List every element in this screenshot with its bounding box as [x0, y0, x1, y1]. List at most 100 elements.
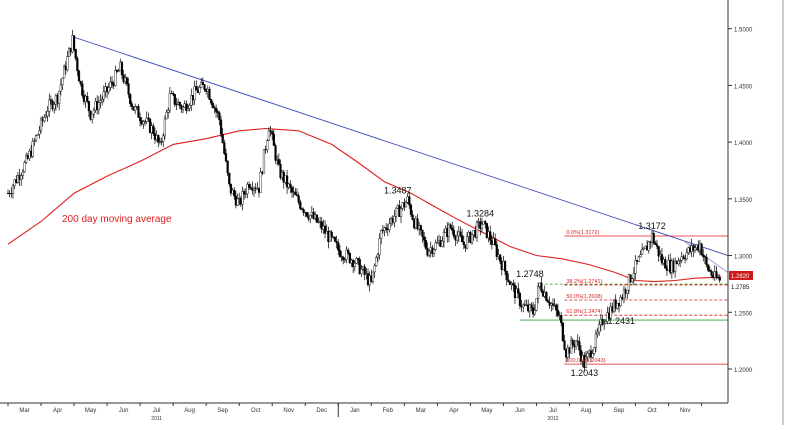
- y-tick-label: 1.4000: [734, 141, 753, 147]
- price-tag-label: 1.2820: [731, 274, 750, 280]
- x-tick-label: Aug: [184, 408, 195, 414]
- candle-body: [188, 104, 191, 109]
- candle-body: [208, 89, 211, 100]
- candle-body: [143, 121, 147, 123]
- candle-body: [700, 243, 703, 255]
- candle-body: [77, 70, 81, 82]
- candle-body: [533, 310, 536, 315]
- candle-body: [677, 260, 680, 265]
- candle-body: [664, 259, 667, 269]
- candle-body: [680, 256, 683, 261]
- labels-layer: 0.0%(1.3172) 38.2%(1.2741) 50.0%(1.2608) 61…: [62, 185, 753, 378]
- candle-body: [380, 230, 383, 239]
- x-tick-label: May: [85, 408, 96, 414]
- candle-body: [642, 247, 645, 250]
- candle-body: [604, 321, 607, 324]
- candle-body: [110, 81, 114, 84]
- candle-body: [622, 289, 626, 299]
- candle-body: [432, 249, 436, 254]
- candle-body: [76, 58, 79, 72]
- candle-body: [556, 310, 560, 316]
- x-tick-label: Sep: [217, 408, 228, 414]
- candle-body: [241, 191, 244, 205]
- candle-body: [46, 111, 49, 117]
- price-tag-label: 1.2785: [731, 285, 750, 291]
- candle-body: [393, 216, 396, 223]
- candle-body: [97, 102, 100, 111]
- candle-body: [489, 231, 492, 241]
- candle-body: [609, 306, 612, 319]
- candle-body: [345, 249, 348, 260]
- candle-body: [462, 241, 465, 245]
- candle-body: [168, 93, 171, 111]
- candle-body: [652, 233, 655, 244]
- candle-body: [277, 159, 280, 165]
- candle-body: [409, 204, 413, 215]
- candle-body: [201, 81, 204, 86]
- candle-body: [710, 270, 713, 276]
- candle-body: [233, 189, 236, 197]
- candle-body: [335, 241, 338, 244]
- candle-body: [23, 162, 26, 173]
- candle-body: [36, 134, 39, 136]
- candle-body: [654, 242, 657, 245]
- candle-body: [127, 83, 130, 95]
- candle-body: [109, 81, 112, 88]
- candle-body: [703, 256, 706, 258]
- x-tick-label: Jul: [153, 408, 161, 414]
- candle-body: [385, 227, 388, 230]
- candle-body: [262, 149, 266, 174]
- candle-body: [21, 171, 24, 176]
- candle-body: [561, 322, 564, 341]
- x-tick-label: Jun: [119, 408, 129, 414]
- candle-body: [33, 140, 36, 142]
- candle-body: [399, 208, 403, 217]
- candle-body: [185, 103, 188, 111]
- candle-body: [295, 194, 299, 196]
- candle-body: [226, 160, 229, 174]
- candle-body: [259, 171, 262, 193]
- levels-layer: [519, 235, 728, 365]
- candle-body: [715, 271, 718, 278]
- candle-body: [674, 260, 677, 272]
- candle-body: [461, 235, 464, 243]
- candle-body: [619, 296, 622, 306]
- x-tick-label: May: [481, 408, 492, 414]
- candle-body: [129, 94, 132, 105]
- candle-body: [634, 260, 637, 274]
- candle-body: [299, 201, 302, 209]
- candle-body: [214, 107, 218, 112]
- candle-body: [641, 248, 644, 255]
- candle-body: [31, 140, 34, 157]
- candle-body: [423, 236, 426, 241]
- candle-body: [408, 196, 411, 206]
- candle-body: [74, 48, 77, 59]
- candle-body: [657, 246, 660, 257]
- candle-body: [451, 227, 454, 231]
- candle-body: [442, 232, 446, 242]
- candle-body: [593, 347, 596, 354]
- candle-body: [702, 254, 705, 257]
- price-annotation: 1.3172: [638, 221, 666, 231]
- candles-layer: [6, 29, 721, 372]
- candle-body: [223, 142, 226, 154]
- candle-body: [718, 277, 721, 281]
- candle-body: [708, 270, 711, 272]
- candle-body: [25, 155, 28, 163]
- candle-body: [419, 225, 422, 231]
- candle-body: [99, 100, 102, 103]
- candle-body: [456, 235, 459, 241]
- candle-body: [594, 333, 597, 348]
- candle-body: [269, 130, 272, 132]
- candle-body: [134, 106, 137, 111]
- candle-body: [248, 184, 251, 188]
- candle-body: [347, 249, 350, 254]
- candle-body: [639, 254, 642, 258]
- candle-body: [244, 193, 247, 195]
- x-year-label: 2012: [547, 416, 558, 422]
- candle-body: [591, 353, 594, 358]
- candle-body: [246, 184, 249, 195]
- candle-body: [495, 244, 498, 257]
